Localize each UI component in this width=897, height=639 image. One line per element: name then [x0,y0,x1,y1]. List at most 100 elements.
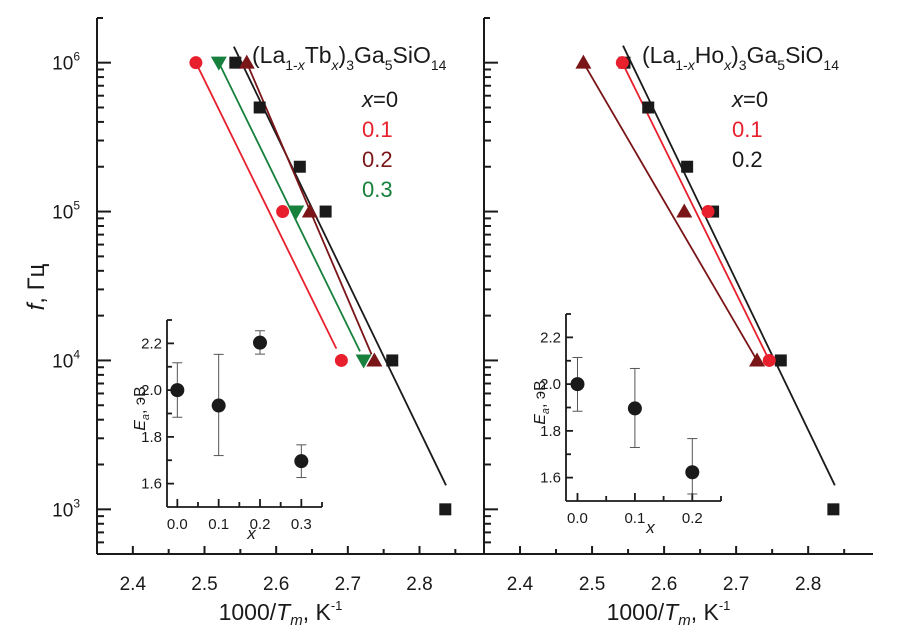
inset-x-axis-label: x [645,518,655,537]
x-tick-label: 2.5 [191,574,217,595]
fit-line-01 [195,62,338,350]
title-part: (La [252,42,285,68]
legend-entry: 0.3 [362,177,393,202]
inset-x-tick-label: 0.0 [167,516,188,533]
title-subscript: x [687,57,696,73]
inset-x-tick-label: 0.2 [682,510,703,527]
y-label-symbol: f [23,301,50,310]
y-tick-base: 10 [52,203,73,224]
x-tick-label: 2.7 [335,574,361,595]
inset-y-label-symbol: E [532,414,549,425]
x-tick-label: 2.8 [795,574,821,595]
title-part: SiO [393,42,431,68]
x-tick-label: 2.6 [651,574,677,595]
data-point-triangle-up [575,54,592,69]
data-point-square [386,354,399,367]
inset-y-tick-label: 1.6 [141,476,162,493]
title-part: Ho [695,42,724,68]
x-axis-label: 1000/Tm, K-1 [219,598,343,629]
data-point-triangle-down [210,56,227,71]
inset-data-point [170,383,185,398]
data-point-triangle-down [355,354,372,369]
legend-label: =0 [743,87,768,112]
inset-y-label-subscript: a [540,408,552,414]
legend-label: 0.2 [732,147,763,172]
title-part: (La [642,42,675,68]
legend-x-symbol: x [731,87,744,112]
y-tick-label: 106 [52,50,80,75]
data-point-triangle-up [366,352,383,367]
title-part: Tb [305,42,332,68]
data-point-circle [701,205,715,219]
data-point-square [319,205,332,218]
inset-y-axis-label: Ea, эВ [132,386,152,431]
inset-data-point [570,377,585,392]
x-tick-label: 2.7 [723,574,749,595]
y-tick-exponent: 6 [73,50,80,64]
title-subscript: x [723,57,732,73]
y-tick-exponent: 5 [73,199,80,213]
legend-entry: 0.2 [362,147,393,172]
data-point-triangle-up [238,54,255,69]
inset-data-point [627,401,642,416]
fit-line-x0 [622,45,836,486]
legend-label: =0 [373,87,398,112]
x-tick-label: 2.8 [406,574,432,595]
y-tick-base: 10 [52,54,73,75]
x-label-exponent: -1 [719,598,731,613]
inset-data-point [253,335,267,350]
x-label-subscript: m [678,612,691,629]
data-point-triangle-up [749,352,766,367]
x-label-unit: , K [303,599,332,625]
fit-line-x0 [233,46,447,486]
inset-x-tick-label: 0.3 [291,516,312,533]
y-tick-base: 10 [52,351,73,372]
legend-x-symbol: x [361,87,374,112]
inset-y-label-subscript: a [140,414,152,420]
x-tick-label: 2.4 [120,574,147,595]
legend-label: 0.3 [362,177,393,202]
title-part: Ga [354,42,385,68]
inset-y-axis-label: Ea, эВ [532,380,552,425]
inset-x-axis-label: x [246,524,256,543]
legend-entry: 0.1 [362,117,393,142]
inset-chart: 0.0 0.1 0.2 0.3 1.6 1.8 2.0 2.2 x Ea, эВ [132,319,323,543]
inset-data-point [294,454,309,469]
x-tick-label: 2.5 [579,574,605,595]
x-label-symbol: T [664,599,680,625]
inset-y-tick-label: 1.6 [540,470,561,487]
title-subscript: 3 [346,57,354,73]
data-point-square [681,160,694,173]
data-point-triangle-down [288,205,305,220]
data-point-square [439,503,452,516]
x-label-unit: , K [691,599,720,625]
y-tick-base: 10 [52,500,73,521]
title-part: ) [731,42,739,68]
panel-title: (La1-xTbx)3Ga5SiO14 [252,42,447,73]
fit-line-02 [582,62,758,361]
data-point-square [253,101,266,114]
title-subscript: x [297,57,306,73]
y-tick-label: 105 [52,199,80,224]
inset-y-label-unit: , эВ [132,386,149,414]
y-tick-label: 104 [52,347,80,372]
x-axis-label: 1000/Tm, K-1 [607,598,731,629]
inset-x-tick-label: 0.1 [624,510,645,527]
title-subscript: 5 [777,57,785,73]
inset-y-tick-label: 2.0 [540,376,561,393]
y-tick-exponent: 4 [73,347,80,361]
title-part: SiO [785,42,823,68]
legend-label: 0.1 [732,117,763,142]
title-subscript: x [331,57,340,73]
data-point-triangle-up [301,203,318,218]
data-point-square [774,354,787,367]
x-label-prefix: 1000/ [607,599,665,625]
panel-title: (La1-xHox)3Ga5SiO14 [642,42,839,73]
legend-label: 0.2 [362,147,393,172]
y-label-unit: , Гц [23,263,50,303]
title-subscript: 3 [739,57,747,73]
inset-y-label-symbol: E [132,420,149,431]
title-subscript: 1- [285,57,298,73]
data-point-circle [762,353,776,367]
